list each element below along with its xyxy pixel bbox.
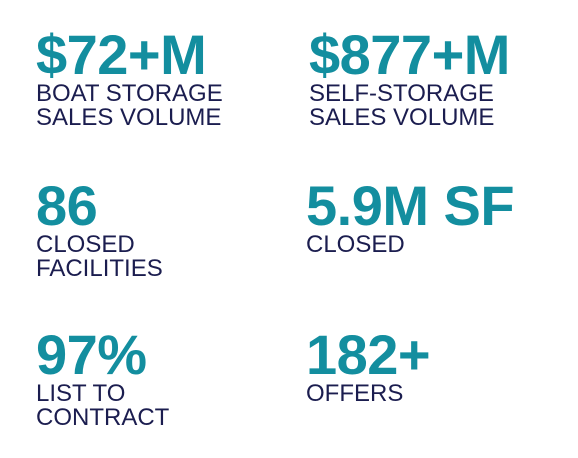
stat-boat-storage-sales-volume: $72+M BOAT STORAGE SALES VOLUME bbox=[36, 27, 223, 130]
stat-label-line: CLOSED bbox=[36, 231, 135, 258]
stat-label: SELF-STORAGE SALES VOLUME bbox=[309, 82, 510, 130]
stat-label-line: CONTRACT bbox=[36, 404, 170, 431]
stat-list-to-contract: 97% LIST TO CONTRACT bbox=[36, 327, 169, 430]
stat-label: OFFERS bbox=[306, 382, 430, 406]
stat-value: 86 bbox=[36, 174, 98, 237]
stat-square-feet-closed: 5.9M SF CLOSED bbox=[306, 174, 515, 257]
stat-value: 97% bbox=[36, 323, 147, 386]
stat-label: CLOSED bbox=[306, 233, 514, 257]
stat-label-line: SALES VOLUME bbox=[309, 104, 495, 131]
stat-value: $72+M bbox=[36, 23, 207, 86]
stat-closed-facilities: 86 CLOSED FACILITIES bbox=[36, 178, 163, 281]
stat-label-line: FACILITIES bbox=[36, 255, 163, 282]
stat-label-line: BOAT STORAGE bbox=[36, 80, 223, 107]
stat-label-line: CLOSED bbox=[306, 231, 405, 258]
stat-label-line: OFFERS bbox=[306, 380, 404, 407]
stat-label: CLOSED FACILITIES bbox=[36, 233, 163, 281]
stat-offers: 182+ OFFERS bbox=[306, 323, 431, 406]
stat-self-storage-sales-volume: $877+M SELF-STORAGE SALES VOLUME bbox=[309, 27, 510, 130]
stat-value: 5.9M SF bbox=[306, 174, 515, 237]
stat-label: BOAT STORAGE SALES VOLUME bbox=[36, 82, 223, 130]
stat-label-line: SALES VOLUME bbox=[36, 104, 222, 131]
stat-value: $877+M bbox=[309, 23, 510, 86]
stat-label-line: SELF-STORAGE bbox=[309, 80, 494, 107]
stat-label: LIST TO CONTRACT bbox=[36, 382, 169, 430]
stat-label-line: LIST TO bbox=[36, 380, 126, 407]
stat-value: 182+ bbox=[306, 323, 431, 386]
